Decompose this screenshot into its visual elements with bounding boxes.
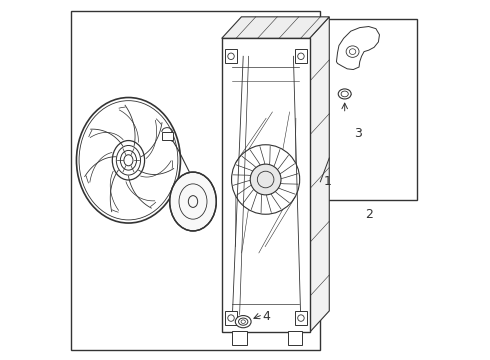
- Bar: [71, 12, 320, 350]
- Text: 2: 2: [365, 208, 373, 221]
- Bar: [162, 132, 172, 140]
- Bar: [295, 311, 307, 325]
- Bar: [295, 49, 307, 63]
- Text: 1: 1: [324, 175, 332, 188]
- Ellipse shape: [235, 316, 251, 328]
- Text: 3: 3: [354, 127, 362, 140]
- Bar: [221, 39, 310, 332]
- Bar: [326, 19, 417, 200]
- Bar: [288, 331, 302, 345]
- Polygon shape: [221, 17, 329, 39]
- Ellipse shape: [250, 164, 281, 195]
- Bar: [225, 49, 237, 63]
- Bar: [225, 311, 237, 325]
- Polygon shape: [337, 27, 379, 69]
- Polygon shape: [310, 17, 329, 332]
- Text: 4: 4: [263, 310, 270, 324]
- Ellipse shape: [170, 172, 216, 231]
- Ellipse shape: [338, 89, 351, 99]
- Bar: [232, 331, 247, 345]
